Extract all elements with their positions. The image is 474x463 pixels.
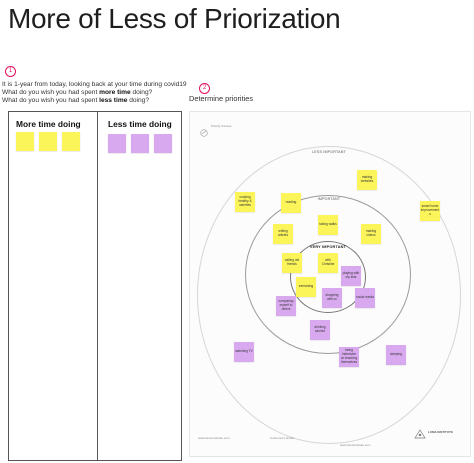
canvas-logo-icon [200, 124, 208, 137]
sticky-note-more-2[interactable] [39, 132, 57, 151]
luma-logo-icon [414, 426, 426, 439]
priority-note-15[interactable]: drinking alcohol [310, 320, 330, 340]
ring-important [245, 195, 411, 354]
step-1-badge: 1 [5, 66, 16, 77]
priority-note-11[interactable]: exercising [296, 277, 316, 297]
priority-note-4[interactable]: reading [281, 193, 301, 213]
priority-note-18[interactable]: sleeping [386, 345, 406, 365]
more-time-heading: More time doing [16, 119, 81, 129]
priority-note-6[interactable]: writing articles [273, 224, 293, 244]
priority-note-2[interactable]: smart home improvement s [420, 201, 440, 221]
canvas-footer-left: www.luma-institute.com [198, 436, 230, 440]
label-less-important: LESS IMPORTANT [312, 150, 346, 154]
priority-note-7[interactable]: making videos [361, 224, 381, 244]
sticky-note-less-2[interactable] [131, 134, 149, 153]
priority-note-9[interactable]: with Christine [318, 253, 338, 273]
priority-note-14[interactable]: comparing myself to others [276, 296, 296, 316]
prompt-line-3: What do you wish you had spent less time… [2, 97, 150, 104]
priority-note-1[interactable]: making websites [357, 170, 377, 190]
sticky-note-more-3[interactable] [62, 132, 80, 151]
priority-note-3[interactable]: cooking healthy & varieties [235, 192, 255, 212]
prompt-line-1: It is 1-year from today, looking back at… [2, 81, 187, 88]
label-important: IMPORTANT [317, 197, 341, 201]
column-divider [97, 111, 98, 461]
sticky-note-less-1[interactable] [108, 134, 126, 153]
priority-note-12[interactable]: shopping with cc [322, 288, 342, 308]
priority-note-17[interactable]: being indecisive on teaching themselves [339, 347, 359, 367]
ring-very-important [290, 241, 366, 313]
prompt-line-2: What do you wish you had spent more time… [2, 89, 153, 96]
luma-brand: LUMA INSTITUTE [428, 430, 453, 434]
sticky-note-more-1[interactable] [16, 132, 34, 151]
priority-note-8[interactable]: calling old friends [282, 253, 302, 273]
priority-note-5[interactable]: taking walks [318, 215, 338, 235]
step-2-label: Determine priorities [189, 94, 254, 103]
page-title: More of Less of Priorization [8, 3, 341, 34]
step-2-badge: 2 [199, 83, 210, 94]
priority-note-16[interactable]: watching TV [234, 342, 254, 362]
canvas-footer-mid: Customer's Guide [270, 436, 294, 440]
more-less-board [8, 111, 182, 461]
canvas-header-text: Priority Canvas [211, 124, 232, 128]
priority-note-13[interactable]: social media [355, 288, 375, 308]
priority-note-10[interactable]: playing with my kids [341, 266, 361, 286]
sticky-note-less-3[interactable] [154, 134, 172, 153]
ring-less-important [197, 146, 461, 444]
label-very-important: VERY IMPORTANT [309, 245, 347, 249]
less-time-heading: Less time doing [108, 119, 172, 129]
canvas-footer-right: www.lumainstitute.com [340, 443, 371, 447]
